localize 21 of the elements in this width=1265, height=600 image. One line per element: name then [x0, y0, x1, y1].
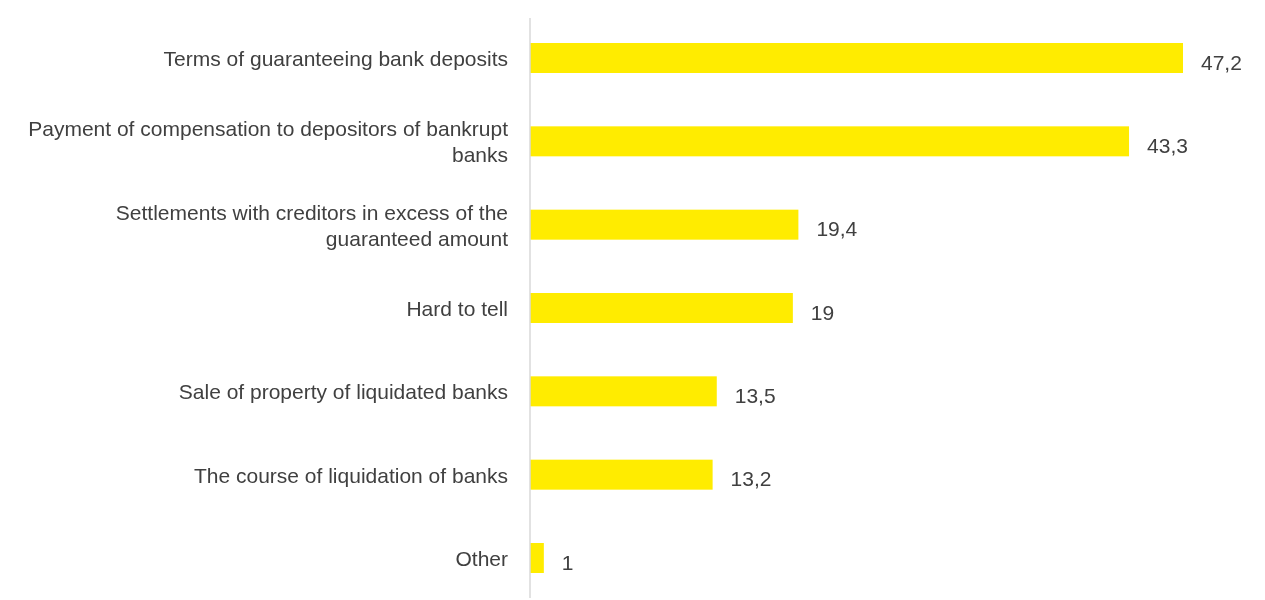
data-label: 47,2	[1201, 50, 1242, 74]
y-tick-label: The course of liquidation of banks	[193, 463, 508, 487]
y-tick-label: Terms of guaranteeing bank deposits	[163, 46, 508, 70]
bar	[530, 126, 1130, 157]
bar	[530, 459, 713, 490]
data-label: 19,4	[816, 217, 858, 241]
y-tick-label: Settlements with creditors in excess of the guaranteed amount	[115, 200, 509, 250]
bar	[530, 293, 793, 323]
data-label: 43,3	[1147, 133, 1188, 157]
bar	[530, 376, 717, 407]
data-label: 1	[561, 550, 574, 574]
y-tick-label: Other	[455, 546, 508, 570]
data-label: 13,5	[734, 383, 776, 407]
data-label: 19	[810, 300, 835, 324]
data-label: 13,2	[730, 467, 772, 491]
bar	[530, 43, 1183, 73]
y-tick-label: Hard to tell	[406, 296, 508, 320]
y-tick-label: Sale of property of liquidated banks	[178, 379, 508, 403]
y-tick-label: Payment of compensation to depositors of bankrupt banks	[28, 116, 509, 166]
bar	[530, 209, 799, 240]
bar	[530, 543, 544, 573]
